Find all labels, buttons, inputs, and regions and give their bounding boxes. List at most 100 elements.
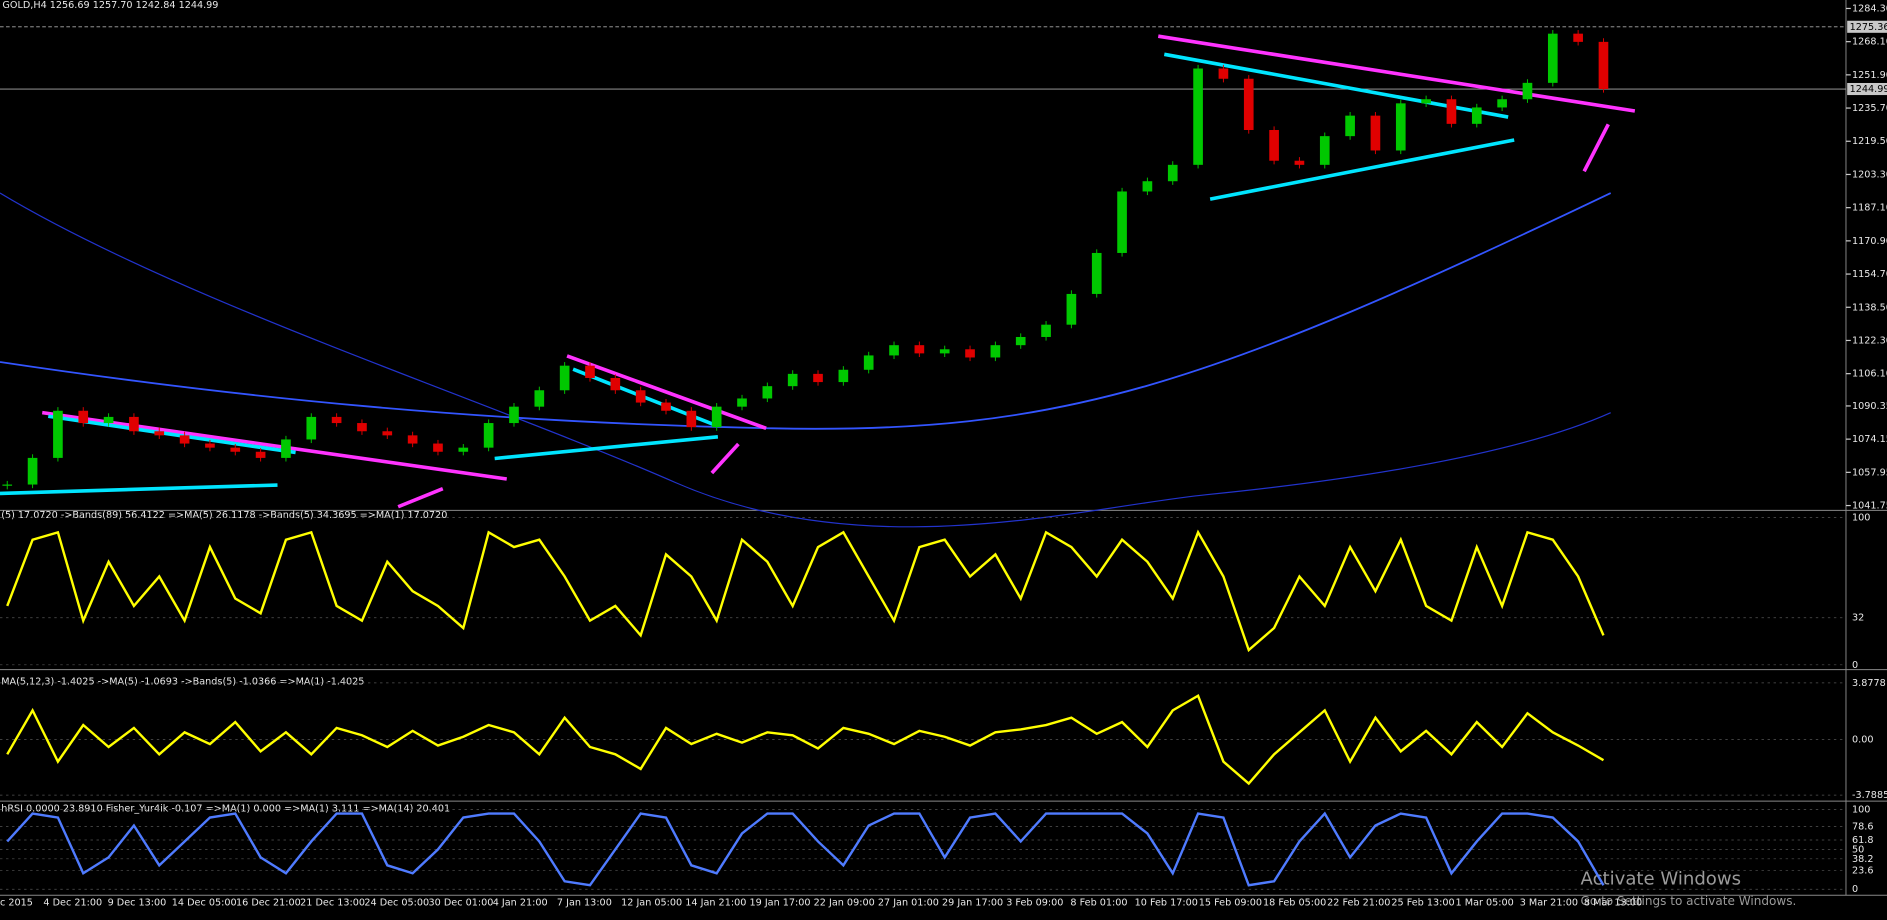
- candle: [103, 416, 114, 424]
- time-label: 4 Dec 21:00: [43, 897, 102, 908]
- candle: [483, 423, 494, 448]
- candle: [1015, 336, 1026, 346]
- long-ma: [0, 192, 1612, 430]
- candle: [306, 416, 317, 440]
- indicator-axis-label: 23.6: [1852, 865, 1873, 876]
- chart-header: GOLD,H4 1256.69 1257.70 1242.84 1244.99: [2, 0, 218, 11]
- candle: [357, 423, 367, 432]
- arrow: [397, 486, 444, 509]
- pane-frames: [0, 0, 1887, 896]
- candle: [1193, 68, 1203, 165]
- trendline: [494, 434, 719, 461]
- price-label: 1203.30: [1852, 169, 1887, 180]
- arrow: [1582, 123, 1610, 173]
- time-label: 4 Jan 21:00: [493, 897, 548, 908]
- time-label: 15 Feb 09:00: [1199, 897, 1262, 908]
- candle: [179, 435, 190, 444]
- candle: [2, 484, 13, 486]
- candle: [559, 365, 570, 391]
- time-label: 16 Dec 21:00: [236, 897, 301, 908]
- indicator-axis-label: 61.8: [1852, 835, 1873, 846]
- price-tag: 1244.99: [1850, 84, 1887, 95]
- price-label: 1122.30: [1852, 335, 1887, 346]
- indicator-legend: MA(5,12,3) -1.4025 ->MA(5) -1.0693 ->Ban…: [1, 677, 364, 688]
- candle: [914, 345, 925, 354]
- indicator-line: [6, 694, 1605, 786]
- time-label: 9 Dec 13:00: [108, 897, 167, 908]
- candle: [1218, 68, 1229, 79]
- trendline: [0, 483, 278, 496]
- candle: [737, 398, 747, 407]
- candle: [686, 410, 697, 428]
- price-label: 1284.30: [1852, 3, 1887, 14]
- candle: [129, 416, 139, 432]
- trendline: [1157, 34, 1636, 113]
- time-label: 7 Jan 13:00: [557, 897, 612, 908]
- time-label: 29 Jan 17:00: [942, 897, 1003, 908]
- price-label: 1187.10: [1852, 203, 1887, 214]
- candle: [230, 447, 241, 452]
- candle: [1066, 293, 1077, 325]
- band-line: [0, 192, 1611, 528]
- price-label: 1090.35: [1852, 401, 1887, 412]
- indicator-axis-label: 38.2: [1852, 854, 1873, 865]
- candle: [1243, 78, 1254, 130]
- price-label: 1106.10: [1852, 369, 1887, 380]
- drawn-objects: [0, 34, 1636, 528]
- candle: [838, 369, 849, 383]
- candle: [1573, 33, 1583, 42]
- time-label: 18 Feb 05:00: [1263, 897, 1326, 908]
- indicator-legend: (5) 17.0720 ->Bands(89) 56.4122 =>MA(5) …: [1, 510, 447, 521]
- candle: [534, 390, 545, 407]
- candle: [1269, 129, 1279, 161]
- trendline: [1209, 138, 1515, 201]
- candle: [965, 349, 975, 358]
- price-label: 1041.75: [1852, 501, 1887, 512]
- candle: [990, 345, 1001, 358]
- time-label: 22 Feb 21:00: [1327, 897, 1390, 908]
- candle: [458, 447, 469, 452]
- indicator-axis-label: 0: [1852, 884, 1858, 895]
- price-label: 1235.70: [1852, 103, 1887, 114]
- price-label: 1057.95: [1852, 467, 1887, 478]
- candle: [1117, 191, 1127, 253]
- time-label: 14 Dec 05:00: [172, 897, 237, 908]
- candle: [1142, 181, 1153, 192]
- indicator-axis-label: 100: [1852, 513, 1870, 524]
- candle: [1421, 99, 1431, 104]
- price-label: 1154.70: [1852, 269, 1887, 280]
- trendline: [47, 414, 296, 455]
- candle: [711, 406, 722, 428]
- price-tag-box: [1847, 20, 1887, 33]
- candle: [661, 402, 671, 411]
- candle: [762, 386, 773, 399]
- candle: [610, 377, 621, 391]
- candle: [1497, 99, 1507, 108]
- watermark-title: Activate Windows: [1581, 869, 1742, 890]
- time-label: 27 Jan 01:00: [878, 897, 939, 908]
- time-label: 3 Mar 21:00: [1520, 897, 1578, 908]
- candle: [813, 373, 823, 383]
- indicator-axis-label: -3.7885: [1852, 790, 1887, 801]
- time-label: 22 Jan 09:00: [814, 897, 875, 908]
- candle: [382, 431, 393, 436]
- trendline: [41, 410, 507, 481]
- time-label: 21 Dec 13:00: [300, 897, 365, 908]
- candle: [1167, 164, 1178, 182]
- price-label: 1219.50: [1852, 136, 1887, 147]
- indicator-axis-label: 32: [1852, 613, 1864, 624]
- time-label: 8 Mar 13:00: [1584, 897, 1642, 908]
- candle: [255, 451, 266, 458]
- time-label: 1 Mar 05:00: [1456, 897, 1514, 908]
- candle: [331, 416, 342, 424]
- candle: [27, 457, 38, 485]
- candle: [281, 439, 291, 458]
- price-label: 1170.90: [1852, 236, 1887, 247]
- candle: [407, 435, 418, 444]
- price-tag: 1275.36: [1850, 22, 1887, 33]
- time-label: 30 Dec 01:00: [429, 897, 494, 908]
- candle: [863, 355, 874, 370]
- candle: [585, 365, 595, 378]
